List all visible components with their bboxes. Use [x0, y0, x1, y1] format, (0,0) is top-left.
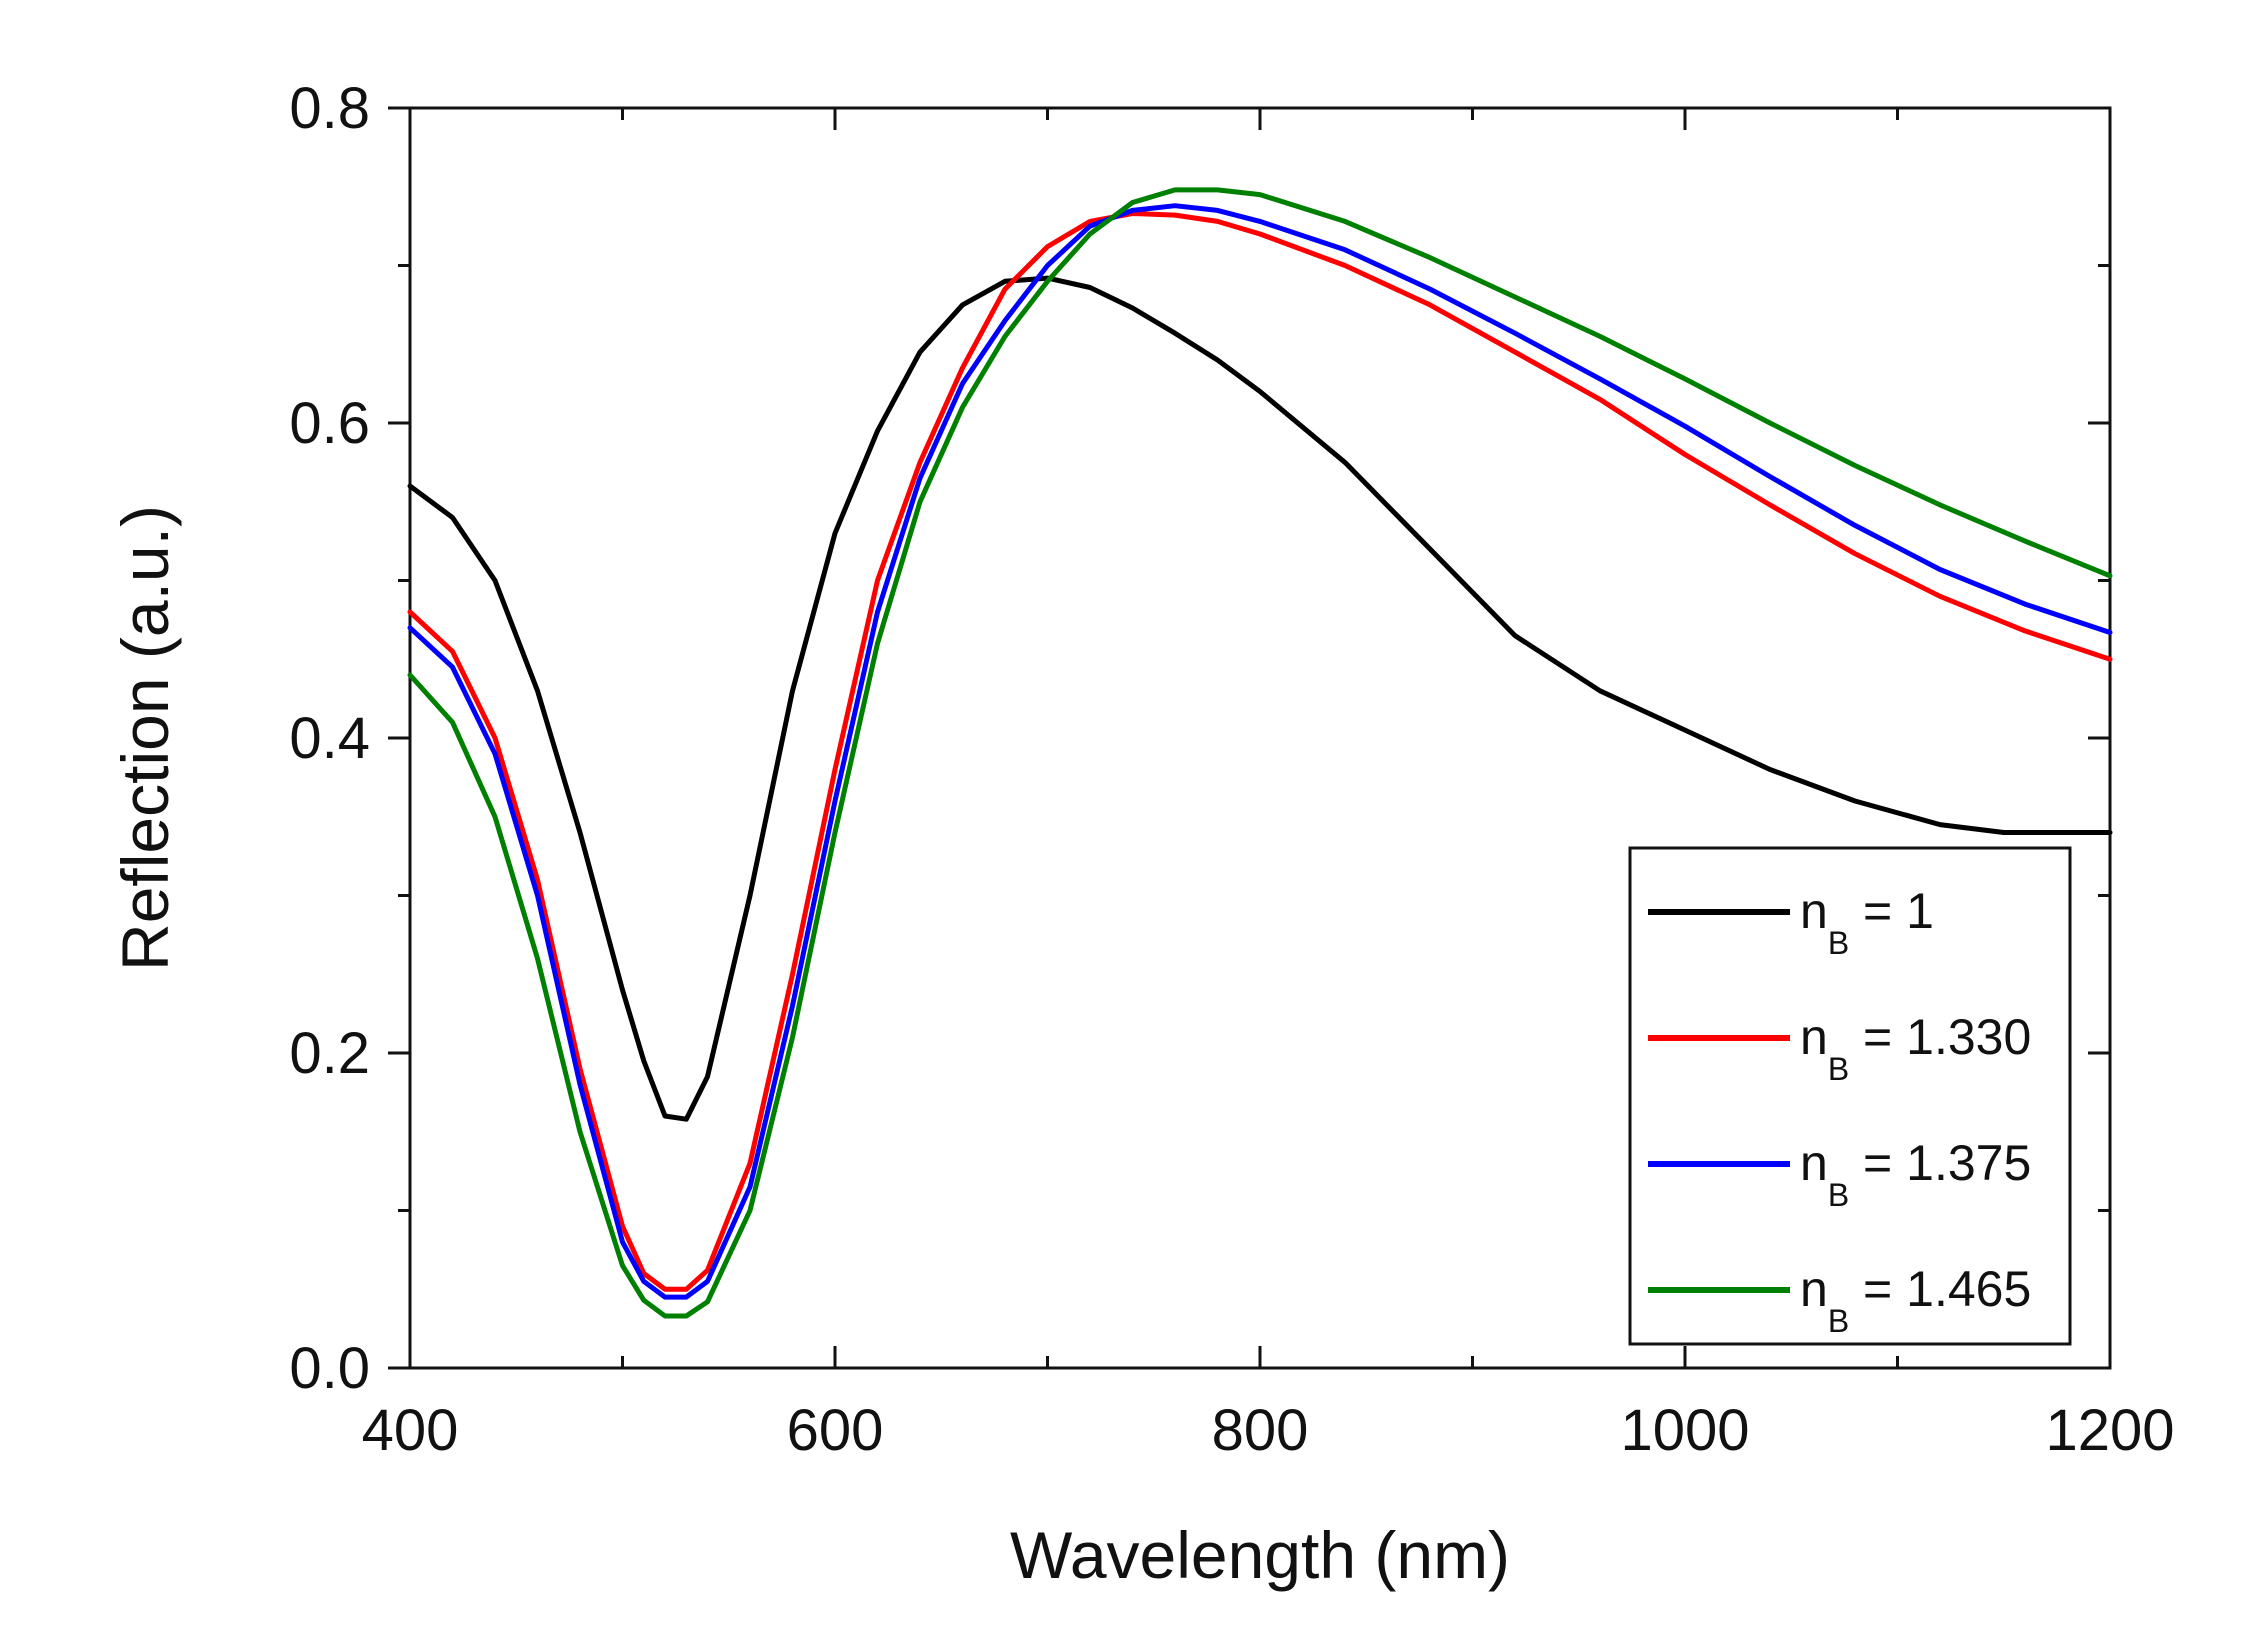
y-tick-label: 0.6	[289, 391, 370, 456]
x-tick-label: 1000	[1620, 1398, 1749, 1463]
legend-label-rest: = 1.330	[1849, 1009, 2031, 1065]
legend-label-rest: = 1.375	[1849, 1135, 2031, 1191]
y-tick-label: 0.0	[289, 1336, 370, 1401]
legend-label-sub: B	[1828, 1303, 1849, 1339]
legend-label-sub: B	[1828, 1177, 1849, 1213]
legend-label-0: nB = 1	[1800, 883, 1934, 961]
x-tick-label: 400	[362, 1398, 459, 1463]
legend-label-rest: = 1	[1849, 883, 1934, 939]
legend-label-1: nB = 1.330	[1800, 1009, 2031, 1087]
legend-label-rest: = 1.465	[1849, 1261, 2031, 1317]
y-tick-label: 0.4	[289, 706, 370, 771]
legend-label-3: nB = 1.465	[1800, 1261, 2031, 1339]
y-tick-labels: 0.0 0.2 0.4 0.6 0.8	[289, 76, 370, 1401]
series-line-3	[407, 187, 2113, 1319]
series-lines	[407, 187, 2113, 1319]
x-tick-label: 600	[787, 1398, 884, 1463]
y-tick-label: 0.2	[289, 1021, 370, 1086]
series-line-0	[407, 275, 2113, 1122]
legend-label-2: nB = 1.375	[1800, 1135, 2031, 1213]
legend-label-sub: B	[1828, 1051, 1849, 1087]
legend-label-base: n	[1800, 1009, 1828, 1065]
legend-label-base: n	[1800, 1135, 1828, 1191]
x-tick-labels: 400 600 800 1000 1200	[362, 1398, 2175, 1463]
axis-ticks	[388, 106, 2112, 1370]
legend-label-base: n	[1800, 883, 1828, 939]
x-axis-title: Wavelength (nm)	[1010, 1518, 1510, 1592]
series-line-1	[407, 211, 2113, 1292]
legend-label-sub: B	[1828, 925, 1849, 961]
series-line-2	[407, 203, 2113, 1300]
x-tick-label: 800	[1212, 1398, 1309, 1463]
legend-label-base: n	[1800, 1261, 1828, 1317]
y-tick-label: 0.8	[289, 76, 370, 141]
legend-box	[1628, 846, 2072, 1346]
x-tick-label: 1200	[2045, 1398, 2174, 1463]
y-axis-title: Reflection (a.u.)	[108, 505, 182, 971]
